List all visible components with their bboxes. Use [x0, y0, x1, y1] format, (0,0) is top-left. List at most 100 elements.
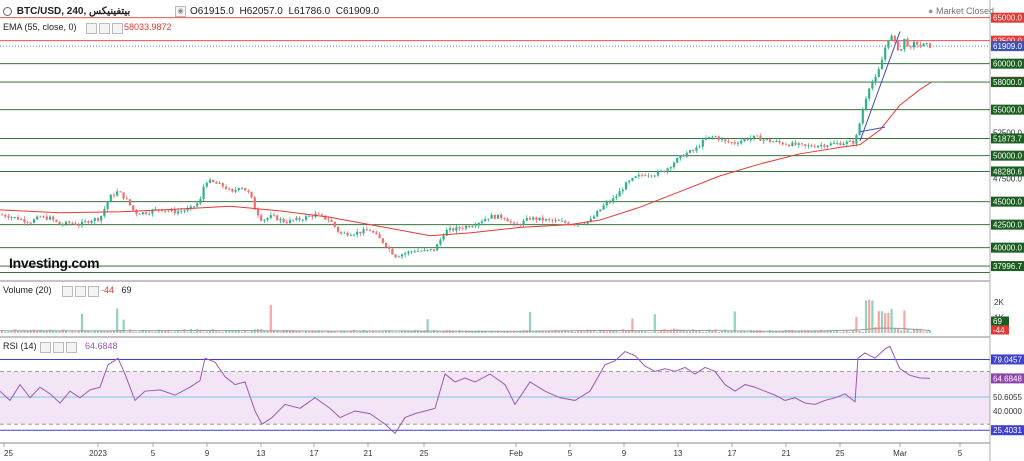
volume-bar — [442, 331, 445, 333]
ema-toolbar[interactable] — [86, 23, 123, 34]
candle-body — [394, 254, 397, 258]
eye-icon[interactable] — [62, 286, 73, 297]
volume-bar — [916, 328, 919, 333]
rsi-toolbar[interactable] — [40, 342, 77, 353]
close-icon[interactable] — [88, 286, 99, 297]
candle-body — [864, 98, 868, 111]
volume-bar — [253, 329, 256, 333]
close-icon[interactable] — [66, 342, 77, 353]
candle-body — [522, 220, 525, 226]
volume-bar — [103, 330, 106, 333]
candle-body — [71, 222, 74, 224]
eye-icon[interactable] — [40, 342, 51, 353]
volume-label: Volume (20) — [3, 285, 52, 295]
eye-icon[interactable] — [86, 23, 97, 34]
rsi-tick-label: 40.0000 — [993, 407, 1022, 416]
candle-body — [256, 209, 260, 216]
volume-bar — [570, 330, 573, 333]
settings-icon[interactable] — [99, 23, 110, 34]
candle-body — [916, 41, 919, 45]
volume-bar — [183, 329, 186, 333]
volume-badge — [991, 325, 1009, 335]
candle-body — [215, 182, 218, 184]
volume-bar — [701, 331, 704, 333]
candle-body — [87, 221, 90, 223]
volume-bar — [650, 332, 653, 333]
candle-body — [308, 215, 311, 217]
volume-bar — [839, 332, 842, 333]
candle-body — [39, 216, 42, 218]
candle-body — [676, 158, 679, 163]
settings-icon[interactable] — [75, 286, 86, 297]
candle-body — [900, 49, 903, 51]
candle-body — [180, 210, 183, 212]
low-value: L61786.0 — [288, 6, 331, 17]
candle-body — [682, 155, 685, 157]
candle-body — [490, 214, 493, 219]
price-badge — [991, 77, 1024, 88]
candle-body — [749, 138, 752, 140]
candle-body — [474, 225, 477, 227]
candle-body — [525, 218, 528, 221]
candle-body — [823, 144, 826, 147]
volume-bar — [634, 331, 637, 333]
volume-bar — [717, 332, 720, 333]
volume-bar — [772, 331, 775, 333]
rsi-badge-label: 79.0457 — [993, 355, 1022, 364]
volume-bar — [596, 332, 599, 333]
volume-bar — [532, 332, 535, 333]
volume-bar — [359, 331, 362, 333]
volume-bar — [698, 331, 701, 333]
symbol-title: BTC/USD, 240, بيتفينيكس — [16, 6, 131, 17]
volume-bar — [42, 331, 45, 333]
x-tick-label: 21 — [782, 449, 791, 458]
candle-body — [263, 219, 266, 221]
candle-body — [298, 217, 301, 220]
candle-body — [186, 208, 189, 211]
ema-line — [0, 81, 933, 237]
volume-bar — [240, 332, 244, 333]
candle-body — [288, 219, 292, 223]
candle-body — [836, 142, 839, 144]
candle-body — [234, 189, 237, 192]
candle-body — [167, 210, 170, 212]
candle-body — [743, 138, 746, 141]
volume-bar — [116, 308, 119, 333]
volume-bar — [298, 330, 301, 333]
volume-bar — [7, 331, 10, 333]
candle-body — [765, 139, 768, 141]
candle-body — [423, 250, 426, 251]
candle-body — [621, 189, 624, 192]
volume-bar — [208, 329, 212, 333]
volume-bar — [160, 330, 164, 333]
candle-body — [80, 221, 84, 226]
symbol-toolbar[interactable]: ◉ — [175, 6, 186, 17]
volume-bar — [157, 329, 160, 333]
volume-toolbar[interactable] — [62, 286, 99, 297]
logo-text: Investing.com — [9, 255, 100, 271]
candle-body — [724, 139, 727, 142]
candle-body — [333, 221, 336, 227]
volume-bar — [855, 316, 858, 333]
candle-body — [637, 174, 640, 177]
volume-bar — [730, 331, 733, 333]
candle-body — [506, 218, 509, 222]
candle-body — [116, 191, 119, 196]
ema-legend: EMA (55, close, 0) — [3, 22, 77, 32]
volume-bar — [752, 330, 756, 333]
close-icon[interactable] — [112, 23, 123, 34]
candle-body — [772, 141, 775, 143]
candle-body — [762, 139, 765, 141]
volume-bar — [727, 331, 730, 333]
volume-bar — [544, 331, 548, 333]
x-tick-label: 5 — [151, 449, 156, 458]
candle-body — [429, 249, 432, 250]
ohlc-values: O61915.0 H62057.0 L61786.0 C61909.0 — [190, 6, 379, 17]
volume-bar — [612, 330, 615, 333]
candle-body — [666, 168, 669, 173]
eye-icon[interactable]: ◉ — [175, 6, 186, 17]
candle-body — [906, 38, 909, 47]
candle-body — [554, 220, 557, 222]
settings-icon[interactable] — [53, 342, 64, 353]
